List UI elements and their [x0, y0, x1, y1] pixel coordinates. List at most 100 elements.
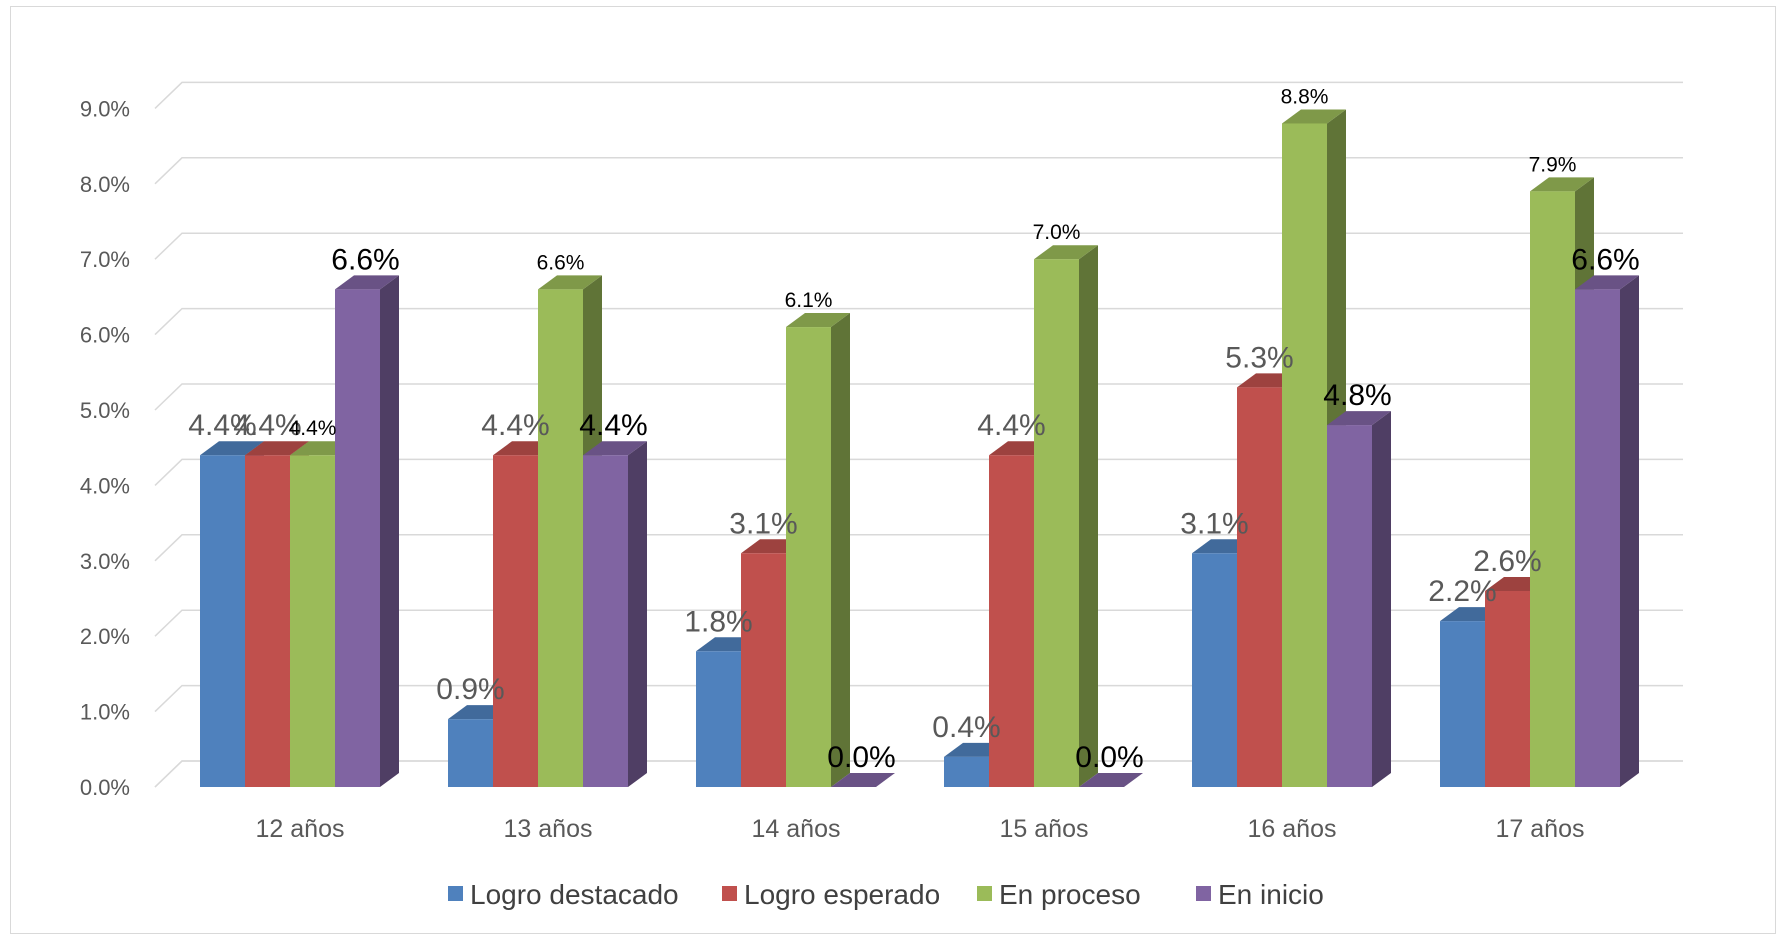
bar-top	[1034, 245, 1098, 260]
y-tick-label: 9.0%	[80, 96, 130, 121]
data-label: 2.6%	[1473, 545, 1541, 578]
bar-front	[335, 289, 380, 787]
bar	[786, 313, 850, 787]
legend-item: En proceso	[977, 879, 1141, 910]
bar-top	[583, 441, 647, 456]
gridline	[154, 232, 1683, 260]
data-labels: 4.4%4.4%4.4%6.6%0.9%4.4%6.6%4.4%1.8%3.1%…	[188, 85, 1639, 774]
data-label: 6.6%	[331, 243, 399, 276]
bar-side	[1372, 411, 1391, 787]
bar-top	[1575, 275, 1639, 290]
bar-front	[200, 455, 245, 787]
bar-front	[1575, 289, 1620, 787]
bar-front	[538, 289, 583, 787]
x-category-label: 12 años	[256, 815, 345, 843]
gridline	[154, 534, 1683, 562]
bar-top	[538, 275, 602, 290]
legend-swatch	[722, 886, 737, 901]
bars	[200, 109, 1639, 788]
y-tick-label: 0.0%	[80, 775, 130, 800]
bar-front	[944, 756, 989, 787]
gridline	[154, 307, 1683, 336]
legend-item: Logro destacado	[448, 879, 679, 910]
bar-front	[741, 553, 786, 787]
data-label: 6.6%	[537, 251, 585, 274]
bar-side	[1620, 275, 1639, 787]
y-tick-label: 5.0%	[80, 398, 130, 423]
bar-top	[1079, 773, 1143, 787]
bar	[831, 773, 895, 787]
bar-front	[786, 327, 831, 787]
bar-top	[200, 441, 264, 456]
bar	[335, 275, 399, 787]
bar-front	[1530, 191, 1575, 788]
bar-top	[245, 441, 309, 456]
legend-item: En inicio	[1196, 879, 1324, 910]
bar	[1327, 411, 1391, 787]
gridline	[154, 458, 1683, 486]
legend-swatch	[448, 886, 463, 901]
bar-front	[1485, 590, 1530, 787]
data-label: 5.3%	[1225, 341, 1293, 374]
data-label: 6.6%	[1571, 243, 1639, 276]
data-label: 7.0%	[1033, 221, 1081, 244]
bar	[1079, 773, 1143, 787]
bar-front	[583, 455, 628, 787]
bar	[583, 441, 647, 787]
data-label: 4.8%	[1323, 379, 1391, 412]
y-tick-label: 4.0%	[80, 473, 130, 498]
gridline	[154, 157, 1683, 185]
legend-label: Logro destacado	[470, 879, 679, 910]
legend-label: Logro esperado	[744, 879, 940, 910]
bar-top	[1327, 411, 1391, 426]
data-label: 3.1%	[1180, 507, 1248, 540]
gridline	[154, 383, 1683, 411]
bar-side	[628, 441, 647, 787]
bar	[1034, 245, 1098, 787]
bar-front	[989, 455, 1034, 787]
legend-item: Logro esperado	[722, 879, 940, 910]
data-label: 4.4%	[289, 417, 337, 440]
data-label: 0.0%	[1075, 741, 1143, 774]
bar-front	[1282, 123, 1327, 788]
legend-label: En inicio	[1218, 879, 1324, 910]
floor-line	[154, 760, 1683, 788]
y-tick-label: 3.0%	[80, 549, 130, 574]
bar-top	[1530, 177, 1594, 192]
data-label: 8.8%	[1281, 85, 1329, 108]
x-category-label: 15 años	[1000, 815, 1089, 843]
data-label: 4.4%	[481, 409, 549, 442]
bar-front	[245, 455, 290, 787]
data-label: 2.2%	[1428, 575, 1496, 608]
bar-side	[831, 313, 850, 787]
gridline	[154, 81, 1683, 109]
data-label: 6.1%	[785, 289, 833, 312]
y-tick-label: 8.0%	[80, 172, 130, 197]
bar-front	[1327, 425, 1372, 787]
legend-label: En proceso	[999, 879, 1141, 910]
y-tick-label: 2.0%	[80, 624, 130, 649]
y-tick-label: 6.0%	[80, 323, 130, 348]
x-axis-categories: 12 años 13 años 14 años 15 años 16 años 17 añ…	[256, 815, 1585, 843]
gridline	[154, 684, 1683, 713]
bar-top	[786, 313, 850, 328]
y-tick-label: 1.0%	[80, 700, 130, 725]
data-label: 7.9%	[1529, 153, 1577, 176]
data-label: 4.4%	[188, 409, 256, 442]
legend-swatch	[1196, 886, 1211, 901]
data-label: 4.4%	[977, 409, 1045, 442]
x-category-label: 13 años	[504, 815, 593, 843]
bar	[1575, 275, 1639, 787]
data-label: 0.0%	[827, 741, 895, 774]
data-label: 0.4%	[932, 711, 1000, 744]
bar-top	[1282, 109, 1346, 124]
x-category-label: 16 años	[1248, 815, 1337, 843]
data-label: 4.4%	[579, 409, 647, 442]
data-label: 1.8%	[684, 605, 752, 638]
bar-front	[448, 719, 493, 787]
bar-top	[831, 773, 895, 787]
y-axis-ticks: 0.0% 1.0% 2.0% 3.0% 4.0% 5.0% 6.0% 7.0% 8.0% 9.0%	[80, 96, 130, 800]
data-label: 3.1%	[729, 507, 797, 540]
gridline	[154, 609, 1683, 637]
